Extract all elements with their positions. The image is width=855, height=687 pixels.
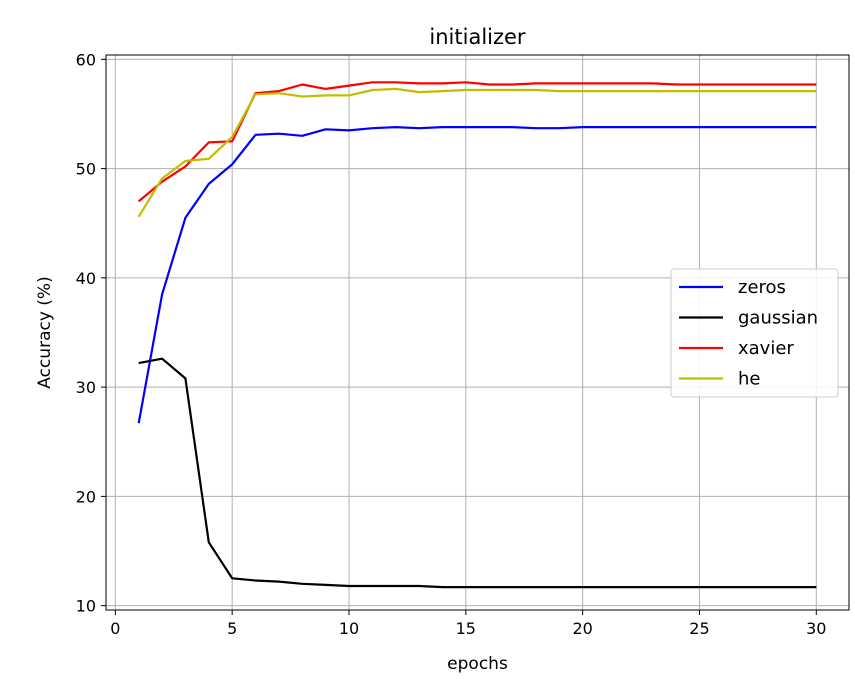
x-tick-label: 10 xyxy=(339,619,359,638)
y-tick-label: 30 xyxy=(76,378,96,397)
series-layer xyxy=(137,81,817,589)
y-tick-label: 20 xyxy=(76,487,96,506)
y-tick-label: 50 xyxy=(76,160,96,179)
y-tick-label: 60 xyxy=(76,50,96,69)
legend-label-he: he xyxy=(738,369,760,390)
legend: zeros gaussian xavier he xyxy=(670,268,839,398)
y-axis-label: Accuracy (%) xyxy=(35,276,55,388)
x-tick-label: 15 xyxy=(456,619,476,638)
legend-label-xavier: xavier xyxy=(738,338,794,359)
x-tick-label: 25 xyxy=(689,619,709,638)
series-line-he xyxy=(137,87,817,218)
y-tick-label: 40 xyxy=(76,269,96,288)
chart-title: initializer xyxy=(429,25,526,49)
x-tick-label: 5 xyxy=(227,619,237,638)
x-tick-label: 20 xyxy=(572,619,592,638)
x-axis: 0 5 10 15 20 25 30 xyxy=(110,610,826,638)
plot-frame xyxy=(105,54,850,611)
y-tick-label: 10 xyxy=(76,597,96,616)
x-axis-label: epochs xyxy=(447,654,508,674)
series-line-zeros xyxy=(137,125,817,424)
legend-box xyxy=(670,268,839,398)
legend-label-zeros: zeros xyxy=(738,277,786,298)
y-axis: 10 20 30 40 50 60 xyxy=(76,50,106,616)
series-line-gaussian xyxy=(138,357,817,589)
x-tick-label: 30 xyxy=(806,619,826,638)
x-tick-label: 0 xyxy=(110,619,120,638)
legend-label-gaussian: gaussian xyxy=(738,308,818,329)
